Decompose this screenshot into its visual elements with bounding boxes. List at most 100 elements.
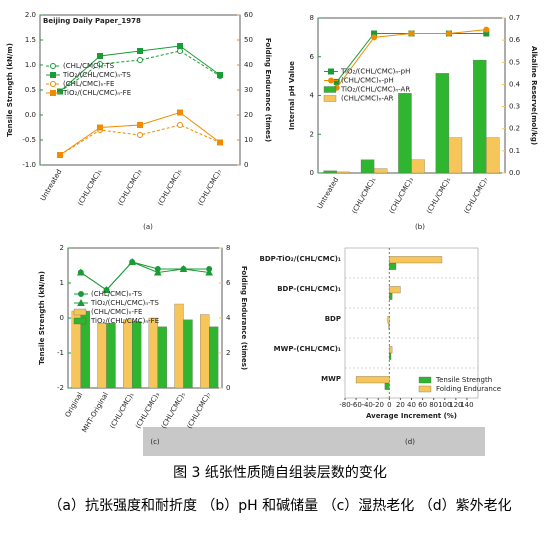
- y-tick-label: -1.0: [22, 161, 36, 169]
- y-tick-label: BDP: [325, 315, 341, 323]
- marker: [50, 81, 56, 87]
- y-tick-label: -0.5: [22, 136, 36, 144]
- legend-swatch: [323, 86, 337, 93]
- bar: [174, 303, 184, 389]
- marker: [78, 291, 84, 297]
- y-tick-label: -1: [57, 349, 64, 357]
- legend-label: TiO₂/(CHL/CMC)ₙ-FE: [90, 317, 159, 325]
- y2-axis-title: Folding Endurance (times): [264, 38, 272, 142]
- marker: [50, 63, 56, 69]
- marker: [76, 268, 85, 276]
- marker: [217, 72, 223, 78]
- bar: [183, 319, 193, 389]
- bar: [387, 316, 390, 324]
- marker: [137, 57, 143, 63]
- bar: [209, 326, 219, 389]
- bar: [355, 376, 390, 384]
- marker: [177, 109, 183, 116]
- panel-label: (a): [143, 223, 153, 231]
- marker: [328, 77, 334, 84]
- bar: [200, 314, 210, 389]
- bar: [157, 326, 167, 389]
- x-tick-label: (CHL/CMC)₇: [185, 391, 212, 430]
- bar: [389, 292, 393, 300]
- y2-tick-label: 2: [226, 349, 230, 357]
- bar: [384, 382, 390, 390]
- panel-label: (d): [405, 438, 415, 446]
- x-tick-label: 100: [438, 401, 451, 409]
- y-tick-label: 0.5: [25, 86, 36, 94]
- x-tick-label: (CHL/CMC)₁: [108, 391, 135, 430]
- y-tick-label: 1.0: [25, 61, 36, 69]
- marker: [333, 78, 340, 85]
- legend-label: TiO₂/(CHL/CMC)ₙ-pH: [340, 68, 410, 76]
- legend-label: TiO₂/(CHL/CMC)ₙ-FE: [62, 89, 131, 97]
- x-tick-label: 60: [418, 401, 427, 409]
- marker: [137, 48, 143, 54]
- legend-swatch: [418, 385, 432, 393]
- marker: [328, 68, 334, 75]
- marker: [483, 26, 490, 33]
- y-tick-label: 0.0: [25, 111, 36, 119]
- bar: [106, 323, 116, 389]
- y2-axis-title: Alkaline Reserve(mol/kg): [530, 46, 538, 145]
- marker: [177, 48, 183, 54]
- bar: [132, 321, 142, 389]
- y-tick-label: BDP-TiO₂/(CHL/CMC)₁: [260, 255, 342, 263]
- y2-tick-label: 0.3: [509, 103, 520, 111]
- bar: [411, 159, 425, 174]
- bar: [435, 73, 450, 174]
- marker: [57, 88, 63, 95]
- x-tick-label: 0: [387, 401, 391, 409]
- bar: [473, 59, 487, 174]
- x-tick-label: 80: [429, 401, 438, 409]
- bar: [97, 323, 107, 389]
- y-tick-label: 1.5: [25, 36, 36, 44]
- marker: [97, 61, 103, 67]
- marker: [205, 268, 214, 276]
- y2-tick-label: 40: [244, 61, 253, 69]
- x-tick-label: 40: [407, 401, 416, 409]
- y2-tick-label: 0.0: [509, 169, 520, 177]
- legend-label: TiO₂/(CHL/CMC)ₙ-TS: [90, 299, 159, 307]
- y2-tick-label: 0: [226, 384, 230, 392]
- legend-swatch: [73, 308, 87, 316]
- marker: [137, 132, 143, 138]
- marker: [371, 34, 378, 41]
- y-tick-label: 4: [310, 92, 315, 100]
- y-tick-label: 6: [310, 53, 315, 61]
- x-tick-label: 120: [449, 401, 462, 409]
- x-tick-label: (CHL/CMC)₅: [156, 168, 183, 207]
- marker: [57, 152, 63, 158]
- x-tick-label: Original: [64, 391, 85, 419]
- y2-tick-label: 0.5: [509, 58, 520, 66]
- y-tick-label: 0: [60, 314, 64, 322]
- y2-tick-label: 8: [226, 244, 230, 252]
- legend-label: (CHL/CMC)ₙ-TS: [63, 62, 115, 70]
- bar: [389, 286, 401, 294]
- panel-label: (b): [415, 223, 425, 231]
- y2-tick-label: 0.1: [509, 147, 520, 155]
- marker: [97, 53, 103, 59]
- x-tick-label: 140: [460, 401, 473, 409]
- series-line: [59, 50, 221, 92]
- label-band: [143, 427, 485, 456]
- x-tick-label: MHT-Original: [81, 391, 110, 434]
- bar: [323, 170, 337, 174]
- x-tick-label: -40: [361, 401, 372, 409]
- bar: [388, 322, 390, 330]
- y2-tick-label: 10: [244, 136, 253, 144]
- y2-tick-label: 60: [244, 11, 253, 19]
- legend-label: TiO₂/(CHL/CMC)ₙ-AR: [340, 86, 410, 94]
- y-axis-title: Tensile Strength (kN/m): [38, 271, 46, 365]
- y-axis-title: Internal pH Value: [288, 61, 296, 130]
- x-tick-label: (CHL/CMC)₁: [76, 168, 103, 207]
- bar: [389, 262, 397, 270]
- marker: [77, 298, 85, 306]
- marker: [128, 257, 137, 265]
- y2-tick-label: 20: [244, 111, 253, 119]
- y2-tick-label: 0.7: [509, 14, 520, 22]
- legend-label: Tensile Strength: [435, 376, 492, 384]
- panel-label: (c): [150, 438, 160, 446]
- legend-label: Folding Endurance: [436, 385, 501, 393]
